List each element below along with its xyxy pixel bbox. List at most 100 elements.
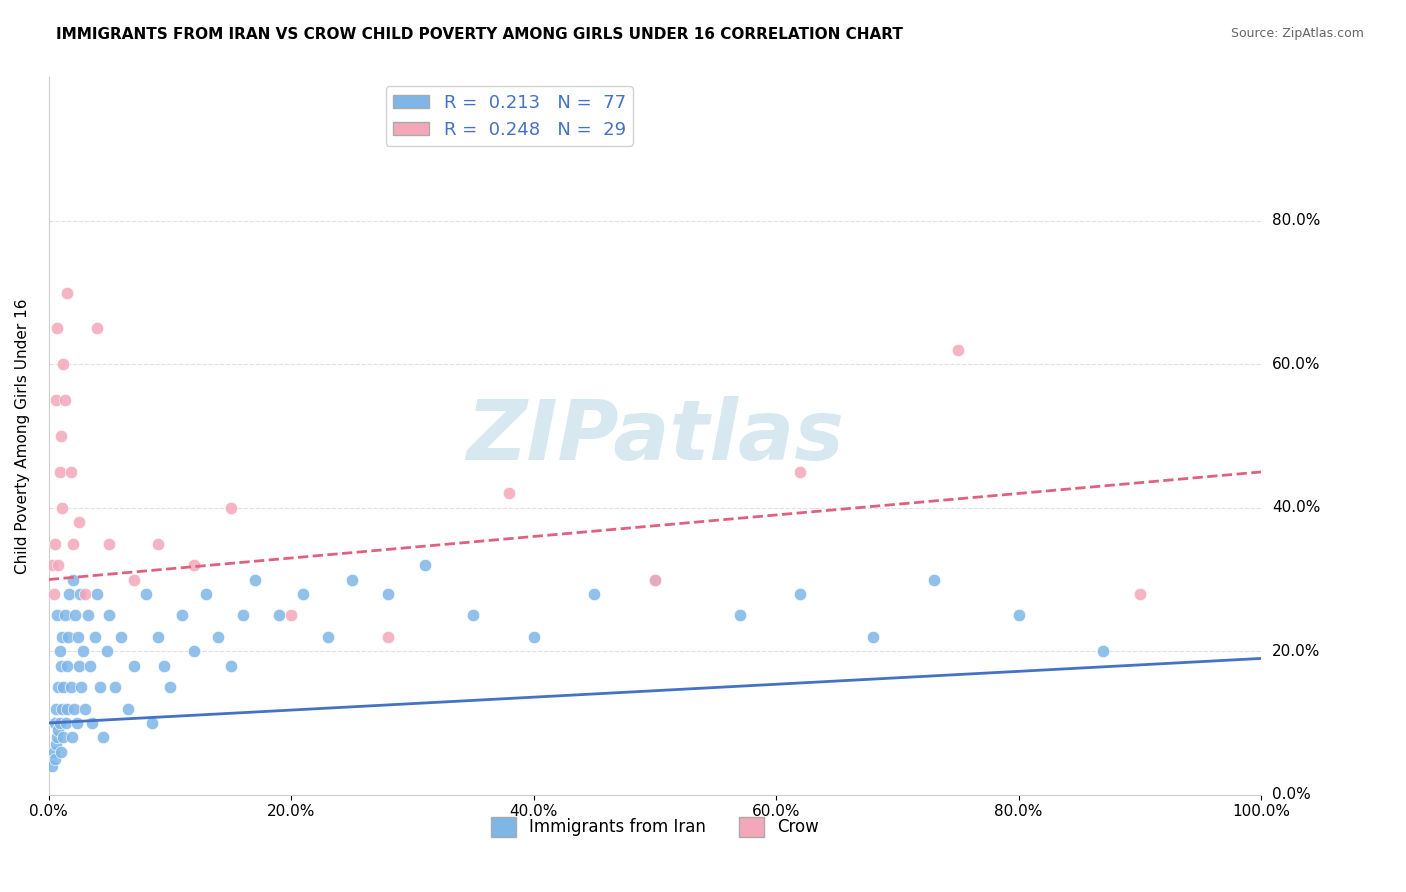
Point	[523, 630, 546, 644]
Point	[862, 630, 884, 644]
Point	[280, 608, 302, 623]
Point	[46, 321, 69, 335]
Point	[789, 587, 811, 601]
Y-axis label: Child Poverty Among Girls Under 16: Child Poverty Among Girls Under 16	[15, 298, 30, 574]
Point	[498, 486, 520, 500]
Point	[104, 680, 127, 694]
Point	[583, 587, 606, 601]
Point	[82, 716, 104, 731]
Point	[56, 658, 79, 673]
Point	[63, 701, 86, 715]
Point	[146, 630, 169, 644]
Point	[83, 630, 105, 644]
Point	[65, 608, 87, 623]
Point	[644, 573, 666, 587]
Point	[219, 500, 242, 515]
Point	[461, 608, 484, 623]
Point	[86, 587, 108, 601]
Point	[51, 630, 73, 644]
Point	[183, 644, 205, 658]
Point	[62, 573, 84, 587]
Point	[195, 587, 218, 601]
Point	[922, 573, 945, 587]
Point	[110, 630, 132, 644]
Point	[728, 608, 751, 623]
Point	[67, 515, 90, 529]
Point	[46, 731, 69, 745]
Point	[232, 608, 254, 623]
Point	[789, 465, 811, 479]
Point	[89, 680, 111, 694]
Point	[207, 630, 229, 644]
Point	[51, 701, 73, 715]
Point	[1007, 608, 1029, 623]
Point	[153, 658, 176, 673]
Point	[377, 630, 399, 644]
Point	[91, 731, 114, 745]
Point	[52, 357, 75, 371]
Text: 20.0%: 20.0%	[1272, 644, 1320, 659]
Point	[159, 680, 181, 694]
Point	[44, 752, 66, 766]
Point	[69, 587, 91, 601]
Point	[644, 573, 666, 587]
Point	[75, 701, 97, 715]
Point	[45, 701, 67, 715]
Point	[292, 587, 315, 601]
Text: 0.0%: 0.0%	[1272, 788, 1310, 802]
Text: 40.0%: 40.0%	[1272, 500, 1320, 516]
Point	[67, 658, 90, 673]
Point	[56, 285, 79, 300]
Point	[48, 465, 70, 479]
Point	[122, 658, 145, 673]
Point	[59, 465, 82, 479]
Point	[98, 536, 121, 550]
Point	[45, 393, 67, 408]
Point	[183, 558, 205, 573]
Point	[135, 587, 157, 601]
Point	[117, 701, 139, 715]
Point	[60, 731, 83, 745]
Point	[146, 536, 169, 550]
Point	[48, 558, 70, 573]
Point	[75, 587, 97, 601]
Point	[42, 587, 65, 601]
Point	[316, 630, 339, 644]
Point	[41, 759, 63, 773]
Point	[62, 536, 84, 550]
Point	[49, 745, 72, 759]
Point	[48, 716, 70, 731]
Point	[52, 731, 75, 745]
Text: ZIPatlas: ZIPatlas	[465, 395, 844, 476]
Point	[41, 558, 63, 573]
Point	[946, 343, 969, 357]
Point	[122, 573, 145, 587]
Point	[172, 608, 194, 623]
Text: 80.0%: 80.0%	[1272, 213, 1320, 228]
Point	[96, 644, 118, 658]
Point	[48, 680, 70, 694]
Text: IMMIGRANTS FROM IRAN VS CROW CHILD POVERTY AMONG GIRLS UNDER 16 CORRELATION CHAR: IMMIGRANTS FROM IRAN VS CROW CHILD POVER…	[56, 27, 903, 42]
Point	[56, 630, 79, 644]
Point	[413, 558, 436, 573]
Point	[243, 573, 266, 587]
Point	[72, 644, 94, 658]
Point	[51, 500, 73, 515]
Point	[48, 723, 70, 738]
Point	[42, 745, 65, 759]
Legend: Immigrants from Iran, Crow: Immigrants from Iran, Crow	[484, 810, 825, 844]
Point	[56, 701, 79, 715]
Point	[79, 658, 101, 673]
Point	[76, 608, 98, 623]
Point	[55, 716, 77, 731]
Text: 60.0%: 60.0%	[1272, 357, 1320, 372]
Point	[377, 587, 399, 601]
Point	[44, 536, 66, 550]
Text: Source: ZipAtlas.com: Source: ZipAtlas.com	[1230, 27, 1364, 40]
Point	[98, 608, 121, 623]
Point	[1129, 587, 1152, 601]
Point	[45, 738, 67, 752]
Point	[59, 680, 82, 694]
Point	[49, 429, 72, 443]
Point	[141, 716, 163, 731]
